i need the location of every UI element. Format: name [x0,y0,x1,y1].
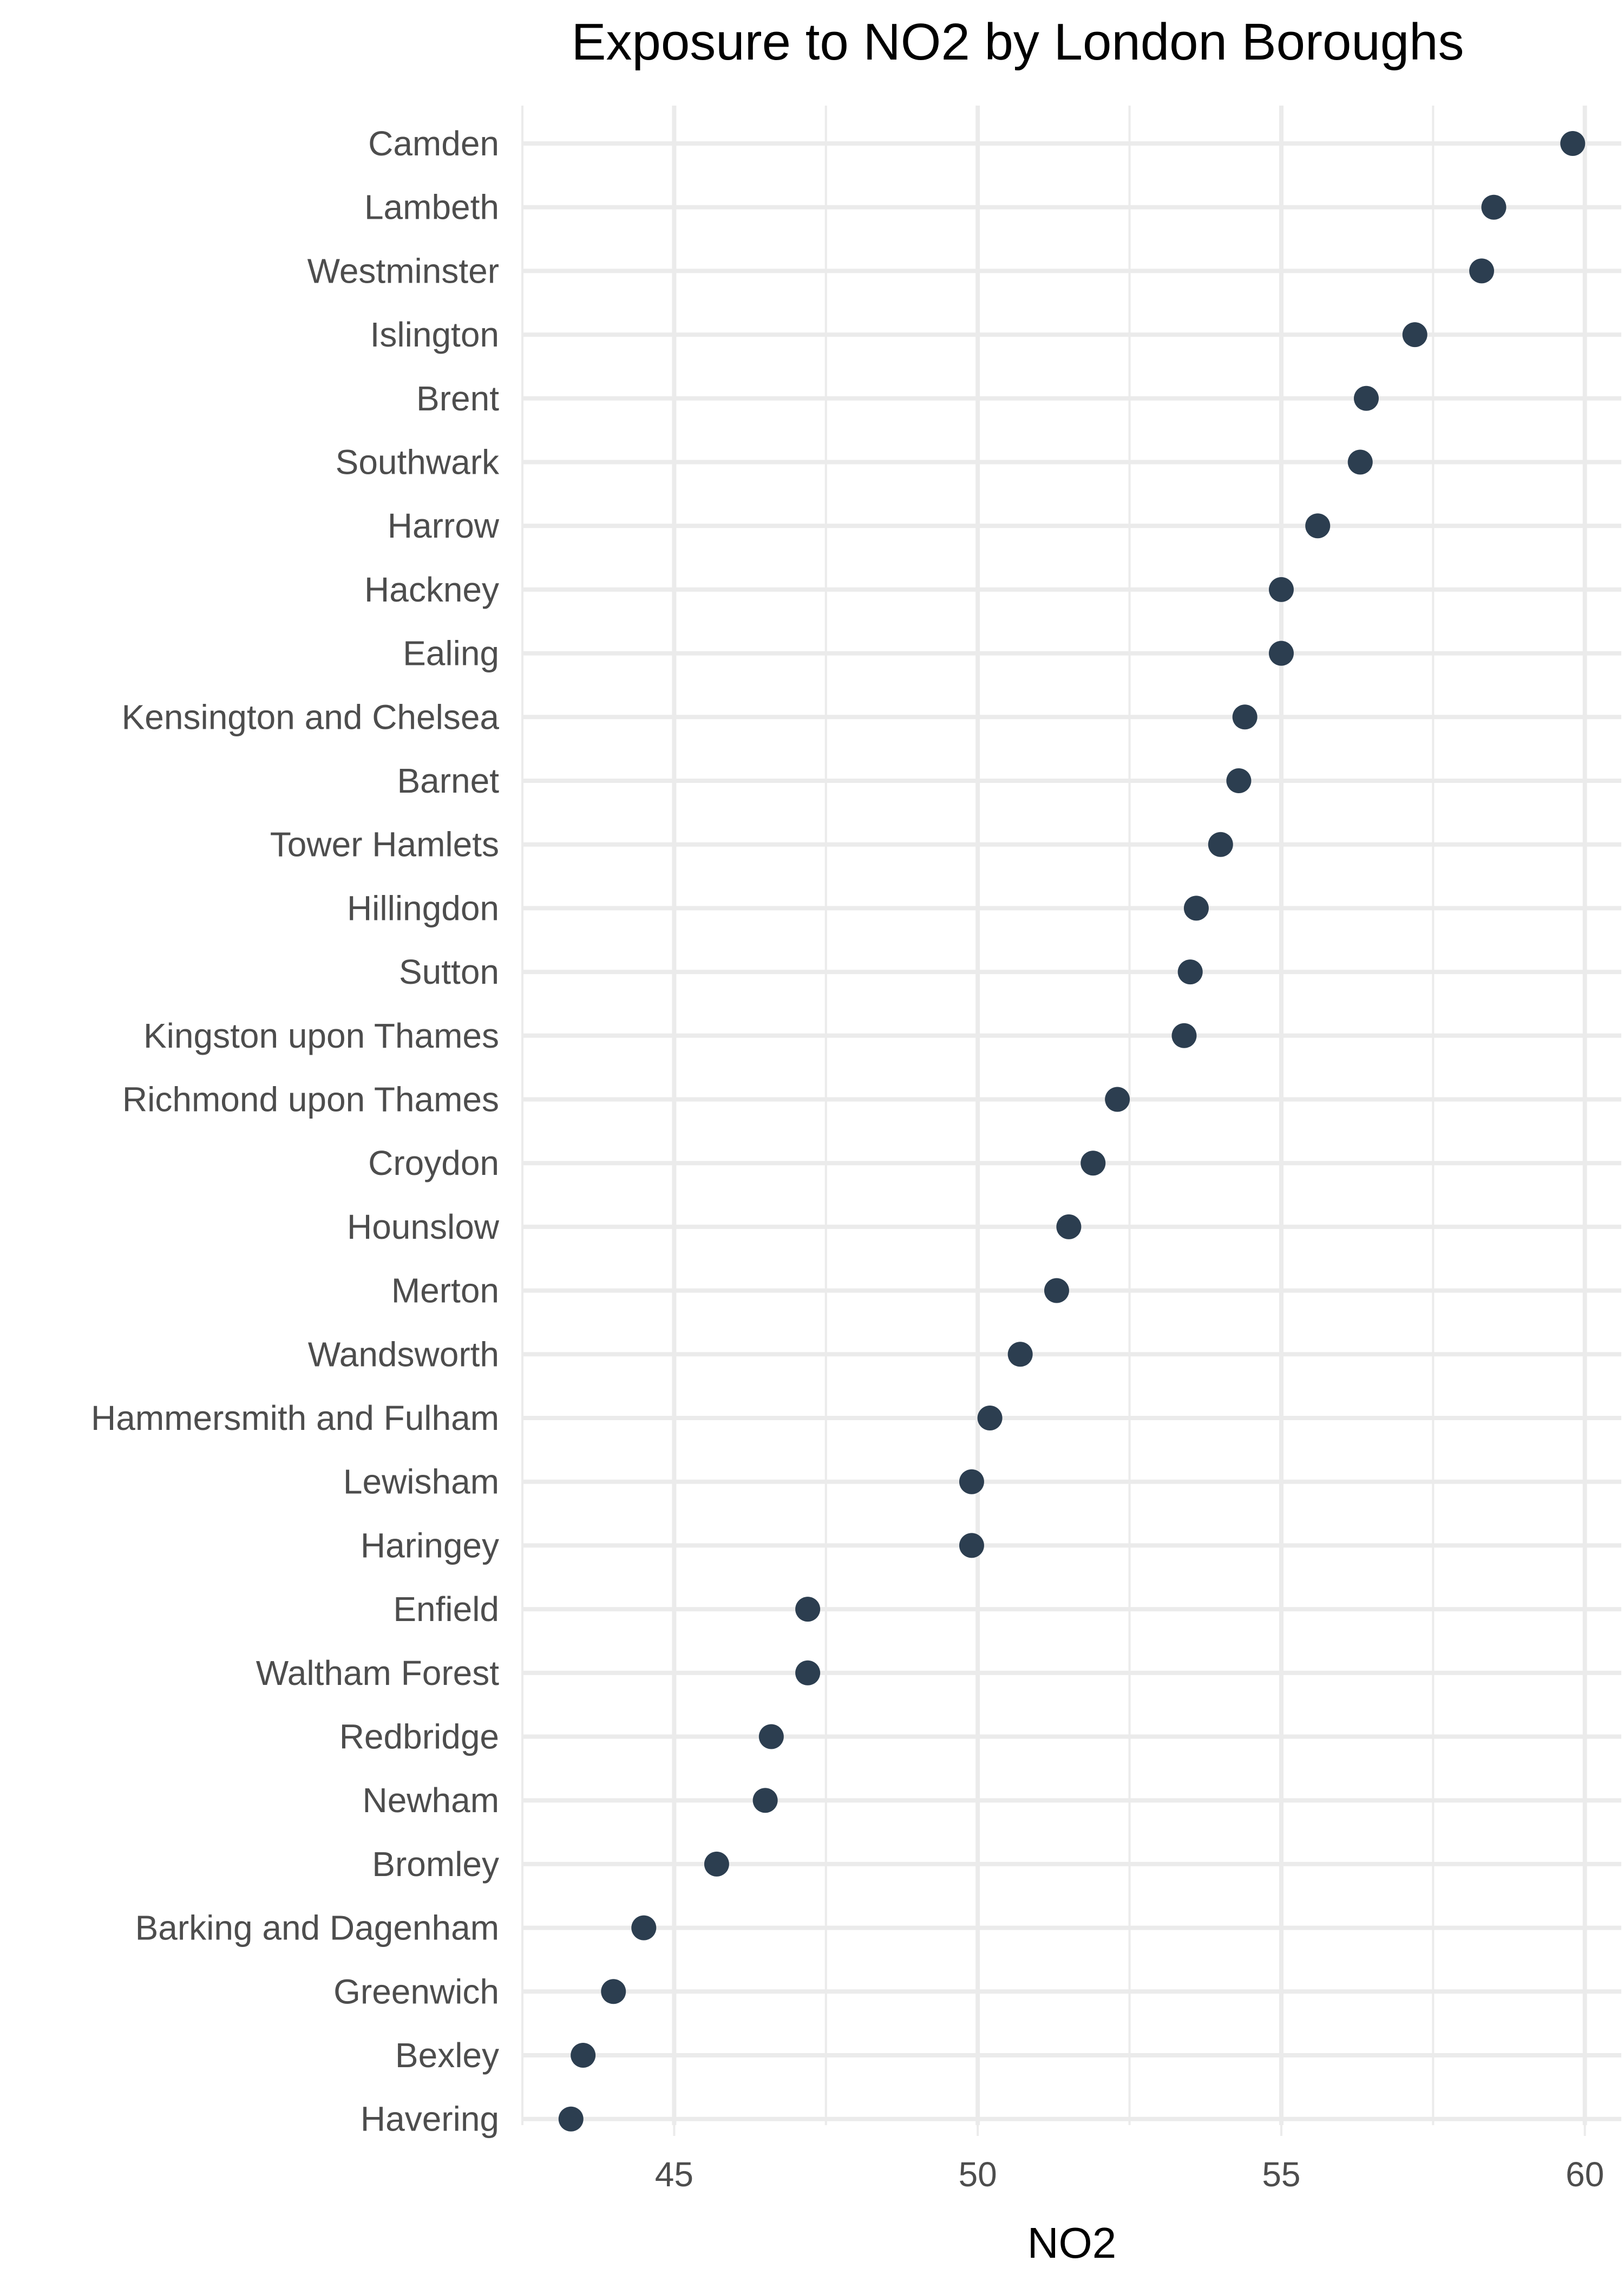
data-point [704,1851,729,1877]
category-label: Sutton [399,952,499,991]
data-point [1268,577,1294,602]
category-label: Lewisham [343,1462,499,1501]
data-point [1007,1342,1033,1367]
data-point [571,2043,596,2068]
data-point [1208,832,1233,857]
data-point [1226,768,1252,793]
data-point [959,1533,984,1558]
data-point [1232,704,1258,730]
data-point [795,1660,821,1685]
category-label: Hammersmith and Fulham [91,1399,499,1437]
data-point [1469,258,1495,284]
data-point [558,2106,584,2132]
category-label: Wandsworth [308,1335,499,1374]
x-axis-title: NO2 [1027,2219,1117,2267]
category-label: Merton [391,1271,499,1310]
category-label: Haringey [361,1526,499,1565]
category-label: Ealing [403,634,499,673]
data-point [601,1979,626,2004]
x-tick-label: 45 [655,2155,693,2194]
x-tick-label: 55 [1262,2155,1300,2194]
data-point [1268,641,1294,666]
category-label: Barnet [397,761,499,800]
category-label: Brent [416,379,499,418]
data-point [1402,322,1427,348]
category-label: Islington [370,315,499,354]
data-point [959,1469,984,1494]
data-point [1347,449,1373,475]
data-point [1183,896,1209,921]
chart-title: Exposure to NO2 by London Boroughs [571,13,1464,71]
x-tick-label: 50 [959,2155,997,2194]
category-label: Havering [361,2100,499,2139]
category-label: Waltham Forest [256,1654,500,1693]
category-label: Harrow [388,506,500,545]
data-point [1105,1087,1130,1112]
category-label: Southwark [336,443,500,482]
category-label: Kingston upon Thames [143,1016,499,1055]
data-point [1171,1023,1197,1048]
category-label: Redbridge [339,1717,499,1756]
data-point [1560,131,1586,156]
data-point [758,1724,784,1749]
category-label: Bexley [395,2036,499,2075]
data-points [558,131,1586,2132]
data-point [1353,385,1379,411]
category-label: Enfield [393,1590,499,1629]
data-point [631,1915,657,1940]
category-label: Barking and Dagenham [135,1909,499,1948]
category-label: Lambeth [364,188,499,227]
category-label: Hounslow [347,1207,500,1246]
category-label: Richmond upon Thames [122,1080,499,1119]
category-label: Newham [362,1781,499,1820]
category-label: Hackney [364,570,499,609]
data-point [752,1788,778,1813]
data-point [1044,1278,1069,1303]
data-point [1056,1214,1082,1239]
data-point [1481,194,1507,220]
category-label: Westminster [307,251,499,290]
category-label: Bromley [372,1845,499,1884]
category-label: Greenwich [333,1972,499,2011]
data-point [795,1597,821,1622]
category-label: Camden [368,124,499,163]
data-point [1177,959,1203,985]
category-labels: Camden Lambeth Westminster Islington Brent So… [91,124,500,2139]
data-point [977,1406,1003,1430]
data-point [1305,513,1331,539]
category-label: Tower Hamlets [270,825,499,864]
category-label: Hillingdon [347,888,499,927]
x-tick-label: 60 [1566,2155,1604,2194]
category-label: Croydon [368,1143,499,1182]
category-label: Kensington and Chelsea [122,697,500,736]
x-tick-labels: 45 50 55 60 [655,2155,1605,2194]
grid-layer [521,106,1621,2125]
tick-layer [673,2125,1586,2136]
data-point [1081,1151,1106,1176]
